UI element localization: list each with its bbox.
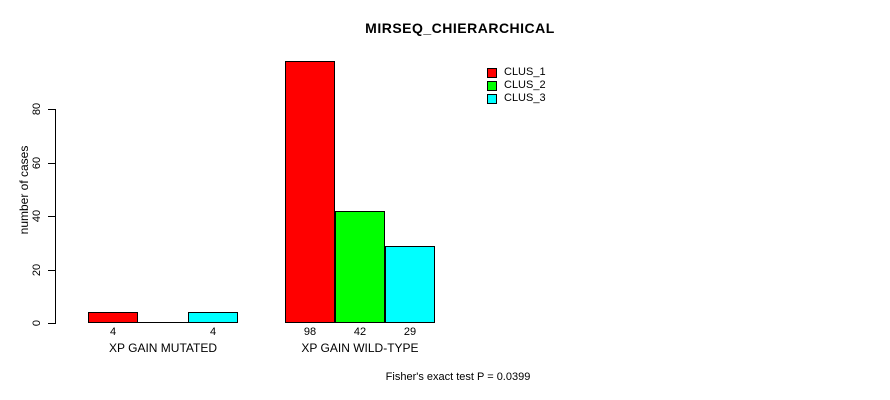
bar-value-label: 4 [109,326,117,338]
y-tick-label: 20 [31,263,43,276]
x-category-label: XP GAIN WILD-TYPE [301,341,419,355]
chart-title: MIRSEQ_CHIERARCHICAL [365,20,555,36]
bar [285,61,335,323]
y-tick-mark [48,162,55,164]
bar-value-label: 29 [403,326,417,338]
y-axis-label: number of cases [17,145,31,235]
legend-label: CLUS_2 [504,79,546,91]
bar [385,246,435,323]
legend-item: CLUS_1 [487,66,546,79]
legend: CLUS_1 CLUS_2 CLUS_3 [487,66,546,105]
y-tick-mark [48,216,55,218]
bar-zero [138,322,188,323]
legend-label: CLUS_3 [504,92,546,104]
footer-note: Fisher's exact test P = 0.0399 [385,371,531,383]
bar [188,312,238,323]
y-tick-mark [48,109,55,111]
y-tick-mark [48,269,55,271]
bar-value-label: 42 [353,326,367,338]
legend-label: CLUS_1 [504,66,546,78]
bar-value-label: 4 [209,326,217,338]
y-tick-label: 40 [31,210,43,223]
legend-swatch-icon [487,80,497,91]
y-axis-line [55,109,56,324]
y-tick-label: 60 [31,156,43,169]
legend-swatch-icon [487,93,497,104]
y-tick-mark [48,323,55,324]
bar [88,312,138,323]
y-tick-label: 80 [31,103,43,116]
legend-swatch-icon [487,67,497,78]
bar [335,211,385,323]
y-tick-label: 0 [31,319,43,327]
legend-item: CLUS_2 [487,79,546,92]
legend-item: CLUS_3 [487,92,546,105]
bar-value-label: 98 [303,326,317,338]
x-category-label: XP GAIN MUTATED [108,341,218,355]
